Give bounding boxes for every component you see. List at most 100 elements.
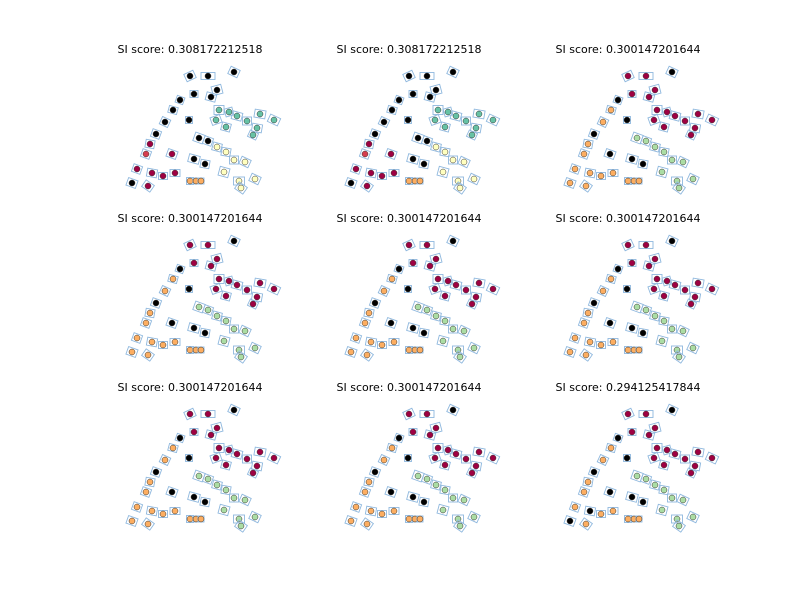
point-box (187, 491, 201, 503)
point-box (704, 282, 720, 296)
scatter-point (207, 262, 215, 270)
scatter-point (681, 455, 689, 463)
point-box (242, 116, 252, 126)
point-box (404, 454, 412, 462)
point-box (448, 324, 458, 334)
point-box (452, 350, 468, 364)
point-box (384, 147, 398, 161)
scatter-point (388, 444, 396, 452)
point-box (627, 90, 637, 98)
point-box (625, 322, 639, 334)
point-box (639, 135, 653, 147)
point-box (655, 503, 669, 517)
scatter-point (668, 325, 676, 333)
scatter-point (148, 338, 156, 346)
scatter-point (668, 406, 676, 414)
scatter-point (689, 513, 697, 521)
scatter-point (404, 454, 412, 462)
point-box (452, 176, 464, 186)
scatter-point (432, 143, 440, 151)
point-box (140, 348, 156, 362)
point-box (577, 317, 591, 329)
scatter-point (414, 472, 422, 480)
scatter-point (624, 241, 632, 249)
scatter-point (475, 279, 483, 287)
scatter-point (681, 117, 689, 125)
scatter-point (431, 454, 439, 462)
scatter-point (645, 262, 653, 270)
scatter-point (169, 106, 177, 114)
point-box (467, 341, 481, 355)
scatter-point (241, 327, 249, 335)
scatter-point (668, 156, 676, 164)
scatter-point (658, 168, 666, 176)
point-box (688, 122, 702, 134)
point-box (428, 113, 442, 127)
scatter-point (694, 110, 702, 118)
point-box (377, 510, 387, 518)
scatter-point (642, 241, 650, 249)
point-box (648, 83, 662, 97)
scatter-point (241, 496, 249, 504)
point-box (419, 241, 435, 249)
scatter-point (405, 241, 413, 249)
point-box (671, 514, 683, 524)
point-box (472, 446, 486, 458)
scatter-point (253, 293, 261, 301)
point-box (658, 484, 670, 496)
point-box (165, 485, 179, 499)
scatter-point (146, 478, 154, 486)
point-box (363, 307, 375, 319)
scatter-point (432, 312, 440, 320)
scatter-point (423, 306, 431, 314)
point-box (668, 448, 682, 460)
scatter-point (462, 117, 470, 125)
scatter-point (243, 455, 251, 463)
point-box (668, 279, 682, 291)
scatter-point (161, 456, 169, 464)
point-box (210, 421, 224, 435)
point-box (563, 176, 577, 190)
point-box (485, 113, 501, 127)
scatter-point (668, 494, 676, 502)
point-box (406, 491, 420, 503)
scatter-point (405, 72, 413, 80)
point-box (465, 129, 479, 141)
point-box (461, 454, 471, 464)
scatter-point (416, 177, 424, 185)
scatter-point (653, 275, 661, 283)
point-box (596, 284, 610, 298)
point-box (603, 485, 617, 499)
scatter-point (161, 118, 169, 126)
point-box (368, 128, 382, 140)
scatter-point (679, 327, 687, 335)
point-box (406, 322, 420, 334)
point-box (637, 327, 649, 339)
scatter-point (586, 507, 594, 515)
scatter-point (152, 468, 160, 476)
scatter-point (225, 446, 233, 454)
scatter-point (582, 182, 590, 190)
scatter-point (423, 241, 431, 249)
point-box (667, 493, 677, 503)
scatter-point (414, 134, 422, 142)
scatter-point (642, 72, 650, 80)
point-box (364, 336, 378, 348)
point-box (671, 519, 687, 533)
point-box (469, 291, 483, 303)
scatter-point (249, 469, 257, 477)
point-box (446, 65, 460, 79)
scatter-point (171, 507, 179, 515)
point-box (582, 476, 594, 488)
point-box (187, 322, 201, 334)
scatter-point (444, 446, 452, 454)
scatter-panel: SI score: 0.300147201644 (556, 212, 720, 364)
scatter-point (489, 116, 497, 124)
scatter-point (472, 124, 480, 132)
point-box (388, 507, 400, 515)
scatter-point (675, 353, 683, 361)
scatter-point (470, 513, 478, 521)
scatter-point (213, 312, 221, 320)
scatter-point (614, 434, 622, 442)
point-box (676, 155, 690, 169)
